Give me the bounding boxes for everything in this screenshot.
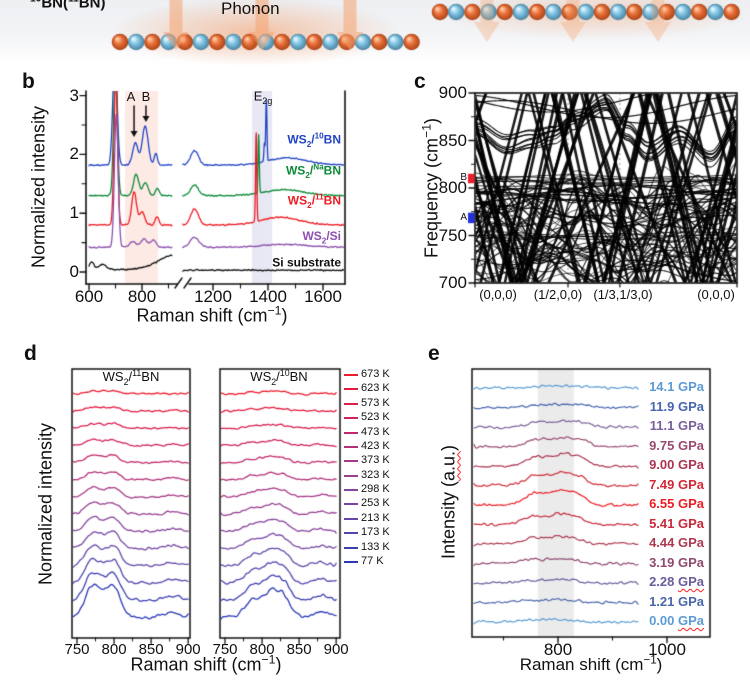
e-pressure-label: 9.75 GPa	[649, 437, 704, 453]
e-pressure-label: 14.1 GPa	[649, 379, 704, 395]
e-x-tick-label: 1000	[648, 640, 686, 660]
b-x-tick-label: 800	[127, 287, 157, 307]
d-legend-line	[344, 460, 358, 463]
panel-letter-e: e	[428, 341, 440, 365]
e-pressure-label: 0.00 GPa	[649, 613, 704, 629]
isotope-bn-label: 10BN(11BN)	[30, 0, 106, 12]
d-x-tick-label: 900	[175, 641, 201, 659]
d-legend-line	[344, 474, 358, 477]
d-x-tick-label: 850	[286, 641, 312, 659]
phonon-label: Phonon	[221, 0, 280, 19]
d-x-tick-label: 800	[101, 641, 127, 659]
d-legend-line	[344, 445, 358, 448]
d-legend-label: 423 K	[361, 440, 390, 453]
c-x-tick-label: (0,0,0)	[697, 287, 735, 303]
e-pressure-label: 4.44 GPa	[649, 535, 704, 551]
d-x-tick-label: 800	[249, 641, 275, 659]
e-pressure-label: 9.00 GPa	[649, 457, 704, 473]
d-legend-line	[344, 417, 358, 420]
d-legend-label: 523 K	[361, 411, 390, 424]
c-y-tick-label: 900	[438, 83, 467, 103]
peak-annotation-b: B	[141, 89, 151, 105]
d-legend-line	[344, 374, 358, 376]
e-pressure-label: 1.21 GPa	[649, 593, 704, 609]
b-x-tick-label: 1200	[194, 287, 232, 307]
b-series-label: WS2/11BN	[287, 192, 341, 210]
b-y-tick-label: 1	[69, 203, 79, 223]
peak-annotation-a: A	[126, 89, 136, 105]
d-legend-label: 673 K	[361, 368, 390, 381]
d-legend-line	[344, 388, 358, 391]
d-x-tick-label: 900	[323, 641, 349, 659]
c-y-tick-label: 700	[438, 273, 467, 293]
b-y-tick-label: 0	[69, 262, 79, 282]
e-x-tick-label: 800	[543, 640, 573, 660]
b-x-tick-label: 1400	[249, 287, 287, 307]
d-legend-line	[344, 560, 358, 563]
c-x-tick-label: (1/3,1/3,0)	[593, 287, 653, 303]
d-legend-line	[344, 431, 358, 434]
e-pressure-label: 2.28 GPa	[649, 574, 704, 590]
c-x-tick-label: (0,0,0)	[479, 287, 517, 303]
b-y-tick-label: 2	[69, 144, 79, 164]
peak-annotation-e2g: E2g	[253, 88, 273, 107]
b-x-tick-label: 600	[74, 287, 104, 307]
d-legend-label: 573 K	[361, 396, 390, 409]
d-legend-line	[344, 546, 358, 549]
b-series-label: WS2/NaBN	[285, 162, 341, 180]
d-x-axis-title: Raman shift (cm−1)	[130, 652, 282, 675]
d-legend-label: 133 K	[361, 540, 390, 553]
b-x-axis-title: Raman shift (cm−1)	[136, 303, 288, 326]
b-series-label: WS2/Si	[302, 229, 341, 246]
d-left-title: WS2/11BN	[102, 367, 160, 387]
c-x-tick-label: (1/2,0,0)	[533, 287, 583, 303]
d-legend-label: 173 K	[361, 526, 390, 539]
d-legend-label: 298 K	[361, 483, 390, 496]
d-legend-line	[344, 503, 358, 506]
d-legend-label: 323 K	[361, 468, 390, 481]
d-right-title: WS2/10BN	[250, 367, 308, 387]
d-legend-label: 253 K	[361, 497, 390, 510]
d-x-tick-label: 850	[138, 641, 164, 659]
e-pressure-label: 3.19 GPa	[649, 554, 704, 570]
b-series-label: Si substrate	[272, 255, 341, 270]
b-series-label: WS2/10BN	[287, 131, 341, 149]
c-marker-a-label: A	[460, 211, 467, 223]
c-y-tick-label: 750	[438, 225, 467, 245]
e-pressure-label: 11.9 GPa	[649, 398, 704, 414]
panel-letter-b: b	[22, 69, 35, 93]
c-y-tick-label: 850	[438, 130, 467, 150]
d-y-axis-title: Normalized intensity	[35, 422, 56, 586]
d-legend-label: 473 K	[361, 425, 390, 438]
e-pressure-label: 11.1 GPa	[649, 418, 704, 434]
e-x-axis-title: Raman shift (cm−1)	[519, 654, 663, 674]
e-pressure-label: 6.55 GPa	[649, 496, 704, 512]
d-x-tick-label: 750	[212, 641, 238, 659]
d-legend-label: 213 K	[361, 512, 390, 525]
d-legend-label: 373 K	[361, 454, 390, 467]
e-pressure-label: 7.49 GPa	[649, 476, 704, 492]
e-pressure-label: 5.41 GPa	[649, 515, 704, 531]
d-x-tick-label: 750	[64, 641, 90, 659]
d-legend-line	[344, 517, 358, 520]
d-legend-line	[344, 489, 358, 492]
d-legend-label: 77 K	[361, 555, 384, 568]
b-y-tick-label: 3	[69, 85, 79, 105]
c-marker-b-label: B	[460, 171, 467, 183]
panel-letter-c: c	[414, 69, 426, 93]
d-legend-label: 623 K	[361, 382, 390, 395]
panel-letter-d: d	[24, 341, 37, 365]
e-y-axis-title: Intensity (a.u.)	[438, 444, 459, 560]
d-legend-line	[344, 402, 358, 405]
d-legend-line	[344, 532, 358, 535]
b-y-axis-title: Normalized intensity	[28, 105, 49, 269]
b-x-tick-label: 1600	[304, 287, 342, 307]
c-y-tick-label: 800	[438, 178, 467, 198]
